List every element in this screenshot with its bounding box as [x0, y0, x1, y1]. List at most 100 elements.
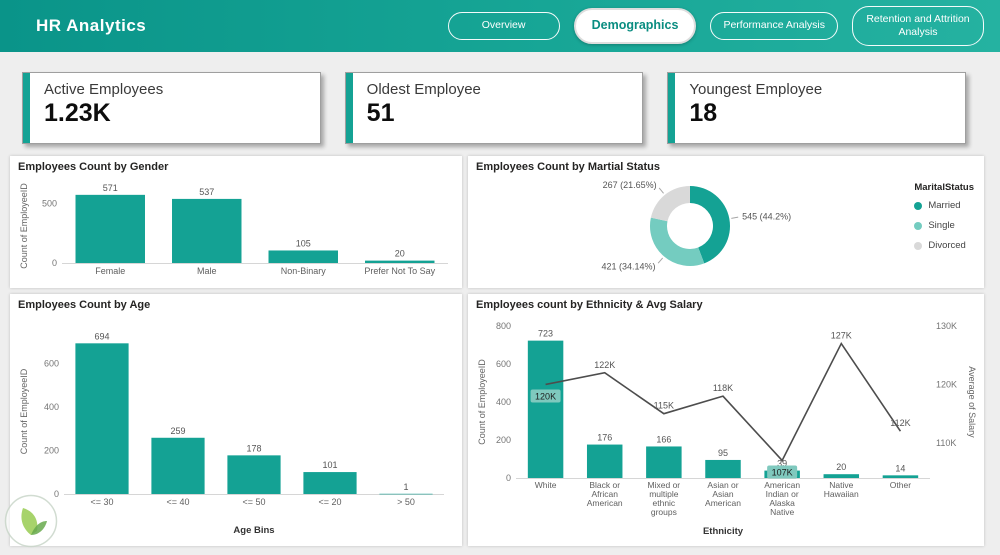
legend-item-married[interactable]: Married [914, 200, 974, 211]
svg-text:118K: 118K [713, 383, 733, 393]
kpi-label: Active Employees [44, 81, 164, 98]
slice-married[interactable] [690, 186, 730, 264]
bar-50[interactable] [379, 493, 433, 495]
bar-non-binary[interactable] [268, 250, 338, 263]
svg-text:<= 20: <= 20 [318, 497, 341, 507]
app-header: HR Analytics Overview Demographics Perform… [0, 0, 1000, 52]
svg-text:571: 571 [103, 183, 118, 193]
svg-text:Prefer Not To Say: Prefer Not To Say [364, 266, 435, 276]
svg-text:ethnic: ethnic [653, 498, 676, 508]
bar-mixed-or-multiple-ethnic-groups[interactable] [646, 446, 682, 478]
svg-text:178: 178 [246, 443, 261, 453]
gender-chart-title: Employees Count by Gender [18, 161, 169, 173]
legend-item-single[interactable]: Single [914, 220, 974, 231]
legend-item-divorced[interactable]: Divorced [914, 240, 974, 251]
legend-swatch-divorced [914, 241, 923, 250]
bar-native-hawaiian[interactable] [823, 474, 860, 478]
slice-divorced[interactable] [650, 186, 690, 222]
bar-20[interactable] [303, 472, 357, 494]
svg-text:American: American [587, 498, 623, 508]
svg-text:400: 400 [496, 397, 511, 407]
marital-chart-title: Employees Count by Martial Status [476, 161, 660, 173]
legend-label: Divorced [928, 240, 966, 251]
svg-text:multiple: multiple [649, 489, 679, 499]
svg-text:176: 176 [597, 433, 612, 443]
svg-text:20: 20 [836, 462, 846, 472]
kpi-value: 18 [689, 99, 718, 127]
svg-text:Alaska: Alaska [769, 498, 795, 508]
svg-text:107K: 107K [772, 467, 793, 477]
bar-female[interactable] [75, 194, 145, 263]
bar-asian-or-asian-american[interactable] [705, 459, 741, 478]
svg-text:Female: Female [95, 266, 125, 276]
svg-text:American: American [764, 480, 800, 490]
svg-text:127K: 127K [831, 331, 852, 341]
bar-male[interactable] [172, 198, 242, 263]
bar-white[interactable] [527, 340, 564, 478]
age-svg: 0 200 400 600 694 <= 30 259 <= 40 178 <= 50 101 <= … [19, 331, 444, 536]
bar-other[interactable] [882, 475, 919, 478]
svg-text:267 (21.65%): 267 (21.65%) [603, 180, 657, 190]
svg-text:400: 400 [44, 402, 59, 412]
gender-bar-chart[interactable]: 0 500 571 Female 537 Male 105 Non-Binary 20 Prefe… [18, 174, 454, 285]
bar-prefer-not-to-say[interactable] [365, 260, 435, 263]
svg-text:Black or: Black or [589, 480, 620, 490]
bar-40[interactable] [151, 437, 205, 494]
svg-text:259: 259 [170, 426, 185, 436]
marital-legend-title: MaritalStatus [914, 182, 974, 193]
svg-text:421 (34.14%): 421 (34.14%) [601, 261, 655, 271]
svg-text:> 50: > 50 [397, 497, 415, 507]
svg-text:122K: 122K [594, 360, 615, 370]
svg-text:White: White [535, 480, 557, 490]
tab-retention-and-attrition-analysis[interactable]: Retention and Attrition Analysis [852, 5, 984, 47]
panel-gender-chart: Employees Count by Gender 0 500 571 Female 5… [10, 156, 462, 288]
ethnicity-combo-chart[interactable]: 0 200 400 600 800 110K 120K 130K 723 White 176 Blac… [476, 312, 977, 543]
svg-text:<= 30: <= 30 [90, 497, 113, 507]
svg-text:39: 39 [777, 459, 787, 469]
kpi-value: 1.23K [44, 99, 111, 127]
bar-30[interactable] [75, 343, 129, 494]
svg-text:200: 200 [44, 446, 59, 456]
marital-donut-chart[interactable]: 545 (44.2%) 421 (34.14%) 267 (21.65%) [476, 174, 976, 283]
age-bar-chart[interactable]: 0 200 400 600 694 <= 30 259 <= 40 178 <= 50 101 <= … [18, 312, 454, 543]
svg-text:Age Bins: Age Bins [233, 525, 274, 536]
svg-text:115K: 115K [654, 401, 674, 411]
svg-text:Average of Salary: Average of Salary [967, 366, 976, 438]
svg-text:Asian or: Asian or [707, 480, 738, 490]
svg-text:Other: Other [890, 480, 911, 490]
svg-text:American: American [705, 498, 741, 508]
svg-text:537: 537 [199, 187, 214, 197]
svg-text:African: African [591, 489, 618, 499]
kpi-card-active-employees[interactable]: Active Employees 1.23K [22, 72, 321, 144]
nav-tabs: Overview Demographics Performance Analysis… [447, 5, 984, 47]
svg-text:Mixed or: Mixed or [648, 480, 681, 490]
svg-text:0: 0 [52, 258, 57, 268]
kpi-card-oldest-employee[interactable]: Oldest Employee 51 [344, 72, 644, 144]
tab-performance-analysis[interactable]: Performance Analysis [710, 12, 838, 40]
svg-text:112K: 112K [890, 418, 910, 428]
svg-text:Male: Male [197, 266, 217, 276]
marital-svg: 545 (44.2%) 421 (34.14%) 267 (21.65%) [601, 180, 791, 271]
svg-text:groups: groups [651, 507, 677, 517]
tab-overview[interactable]: Overview [447, 12, 560, 40]
svg-text:0: 0 [54, 489, 59, 499]
marital-legend-items: Married Single Divorced [914, 200, 974, 251]
bar-50[interactable] [227, 455, 281, 494]
svg-text:500: 500 [42, 198, 57, 208]
kpi-card-youngest-employee[interactable]: Youngest Employee 18 [667, 72, 967, 144]
svg-text:200: 200 [496, 435, 511, 445]
avg-salary-line[interactable] [545, 341, 902, 462]
line-label-chip [530, 389, 561, 403]
svg-text:1: 1 [403, 482, 408, 492]
bar-black-or-african-american[interactable] [586, 444, 623, 478]
svg-text:Count of EmployeeID: Count of EmployeeID [477, 359, 487, 445]
svg-text:105: 105 [296, 238, 311, 248]
svg-text:120K: 120K [936, 379, 957, 389]
tab-demographics[interactable]: Demographics [573, 8, 697, 44]
svg-text:694: 694 [94, 331, 109, 341]
svg-text:130K: 130K [936, 321, 957, 331]
svg-text:14: 14 [895, 463, 905, 473]
slice-single[interactable] [650, 217, 705, 266]
svg-text:101: 101 [322, 460, 337, 470]
svg-text:Asian: Asian [712, 489, 734, 499]
